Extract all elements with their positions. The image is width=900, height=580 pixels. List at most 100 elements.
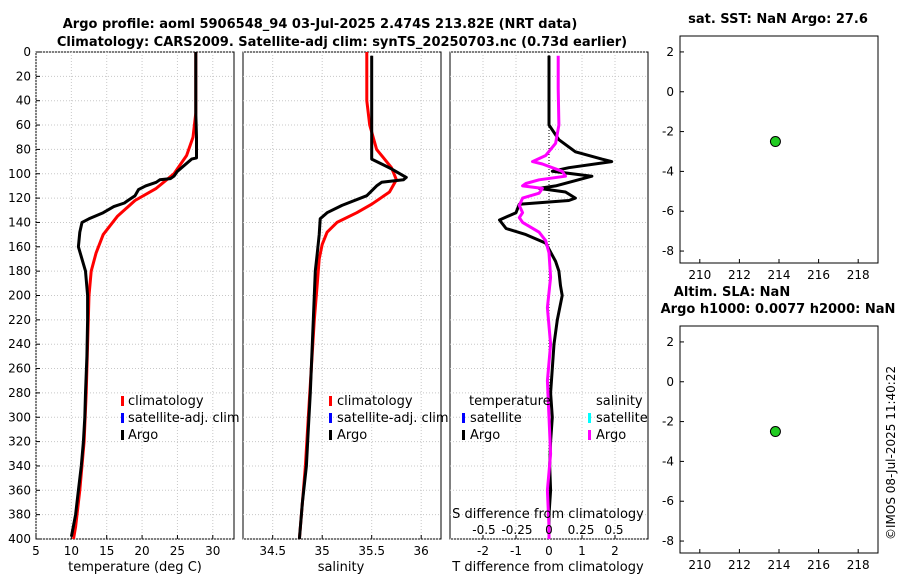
y-tick-label: -2 [662,125,674,139]
y-tick-label: 380 [8,508,31,522]
y-tick-label: 100 [8,167,31,181]
x-tick-label: 214 [768,268,791,282]
x-tick-label: 15 [99,544,114,558]
temperature-panel: 5 10 15 20 25 30 0 20 40 60 80 100 120 140 160 180 200 2… [8,45,240,575]
sla-axes-frame [679,325,879,554]
salinity-legend-argo: Argo [337,428,367,443]
salinity-legend-argo-swatch [329,430,332,440]
x-tick-label: 35.5 [358,544,385,558]
x-tick-label: 5 [32,544,40,558]
x-tick-label: 218 [847,558,870,572]
y-tick-label: -4 [662,164,674,178]
x-tick-label: 218 [847,268,870,282]
difference-legend-s-argo-swatch [588,430,591,440]
y-tick-label: 60 [16,118,31,132]
y-tick-label: 320 [8,435,31,449]
difference-legend-t-argo: Argo [470,428,500,443]
difference-legend-s-satellite: satellite [596,411,648,426]
y-tick-label: 340 [8,459,31,473]
y-tick-label: 20 [16,69,31,83]
s-tick-label: 0 [545,523,553,537]
series-line-s-argo [517,55,567,539]
x-tick-label: 212 [728,268,751,282]
y-tick-label: 0 [666,375,674,389]
difference-top-label: S difference from climatology [452,507,644,522]
y-tick-label: -8 [662,244,674,258]
imos-timestamp: ©IMOS 08-Jul-2025 11:40:22 [884,366,898,540]
y-tick-label: 2 [666,335,674,349]
series-line-argo [69,52,198,537]
salinity-legend-satellite: satellite-adj. clim [337,411,449,426]
y-tick-label: 240 [8,337,31,351]
x-tick-label: 36 [414,544,429,558]
y-tick-label: 80 [16,142,31,156]
y-tick-label: -2 [662,415,674,429]
series-line-argo [297,55,408,540]
y-tick-label: 400 [8,532,31,546]
salinity-legend-climatology: climatology [337,394,413,409]
x-tick-label: -2 [477,544,489,558]
difference-xlabel: T difference from climatology [451,560,644,575]
salinity-xlabel: salinity [318,560,365,575]
x-tick-label: 0 [545,544,553,558]
y-tick-label: 180 [8,264,31,278]
x-tick-label: -1 [510,544,522,558]
salinity-legend-satellite-swatch [329,413,332,423]
x-tick-label: 210 [688,558,711,572]
salinity-legend-climatology-swatch [329,396,332,406]
sla-title-line2: Argo h1000: 0.0077 h2000: NaN [661,302,896,317]
series-line-t-argo [498,55,614,539]
x-tick-label: 214 [768,558,791,572]
difference-legend-salinity-title: salinity [596,394,643,409]
argo-point-marker [769,136,781,148]
s-tick-label: 0.5 [604,523,623,537]
y-tick-label: -6 [662,204,674,218]
sst-panel: sat. SST: NaN Argo: 27.6 210 212 214 216 218… [662,12,879,282]
difference-legend: temperature satellite Argo salinity sate… [462,394,648,443]
temperature-legend-argo-swatch [121,430,124,440]
s-tick-label: -0.25 [501,523,532,537]
salinity-legend: climatology satellite-adj. clim Argo [329,394,449,443]
y-tick-label: 160 [8,240,31,254]
y-tick-label: 140 [8,215,31,229]
y-tick-label: 200 [8,289,31,303]
y-tick-label: 0 [23,45,31,59]
x-tick-label: 2 [611,544,619,558]
y-tick-label: 220 [8,313,31,327]
sla-title-line1: Altim. SLA: NaN [674,285,790,300]
temperature-xlabel: temperature (deg C) [68,560,202,575]
s-tick-label: -0.5 [472,523,495,537]
salinity-panel: 34.5 35 35.5 36 salinity climatology satell… [242,51,449,575]
y-tick-label: 2 [666,45,674,59]
sla-panel: Altim. SLA: NaN Argo h1000: 0.0077 h2000… [661,285,896,572]
x-tick-label: 210 [688,268,711,282]
temperature-legend: climatology satellite-adj. clim Argo [121,394,240,443]
y-tick-label: -4 [662,454,674,468]
difference-legend-t-satellite-swatch [462,413,465,423]
s-tick-label: 0.25 [568,523,595,537]
temperature-legend-satellite: satellite-adj. clim [128,411,240,426]
x-tick-label: 212 [728,558,751,572]
y-tick-label: 300 [8,410,31,424]
x-tick-label: 10 [64,544,79,558]
x-tick-label: 20 [134,544,149,558]
x-tick-label: 1 [578,544,586,558]
temperature-legend-climatology-swatch [121,396,124,406]
difference-legend-t-satellite: satellite [470,411,522,426]
sst-axes-frame [679,35,879,264]
s-diff-ticks: -0.5 -0.25 0 0.25 0.5 [472,523,623,537]
difference-panel: -2 -1 0 1 2 T difference from climatology S … [449,51,649,575]
x-tick-label: 25 [170,544,185,558]
difference-legend-temperature-title: temperature [469,394,551,409]
x-tick-label: 216 [807,268,830,282]
y-tick-label: 0 [666,85,674,99]
y-tick-label: 280 [8,386,31,400]
y-tick-label: 40 [16,94,31,108]
temperature-legend-satellite-swatch [121,413,124,423]
temperature-legend-argo: Argo [128,428,158,443]
sst-title: sat. SST: NaN Argo: 27.6 [688,12,868,27]
y-tick-label: -6 [662,494,674,508]
figure-title-line1: Argo profile: aoml 5906548_94 03-Jul-202… [63,17,578,32]
y-tick-label: 120 [8,191,31,205]
